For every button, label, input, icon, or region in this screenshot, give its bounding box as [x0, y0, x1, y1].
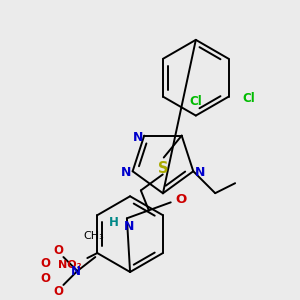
Text: O: O [40, 272, 50, 286]
Text: N: N [124, 220, 134, 233]
Text: NO₂: NO₂ [58, 260, 81, 270]
Text: N: N [121, 166, 131, 179]
Text: Cl: Cl [190, 95, 202, 108]
Text: O: O [53, 285, 63, 298]
Text: CH₃: CH₃ [83, 231, 104, 241]
Text: N: N [133, 131, 143, 144]
Text: N: N [195, 166, 206, 179]
Text: O: O [40, 256, 50, 269]
Text: S: S [158, 161, 168, 176]
Text: O: O [53, 244, 63, 256]
Text: H: H [109, 216, 119, 229]
Text: Cl: Cl [243, 92, 255, 105]
Text: O: O [175, 193, 186, 206]
Text: N: N [71, 266, 81, 278]
